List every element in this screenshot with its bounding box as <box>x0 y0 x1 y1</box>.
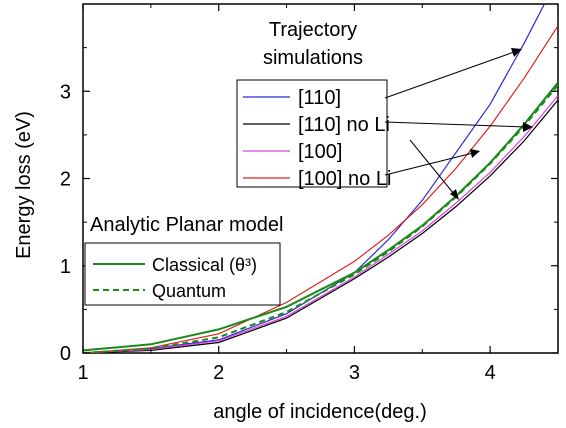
x-axis-label: angle of incidence(deg.) <box>213 401 426 423</box>
legend-entry-label: [100] <box>298 141 342 163</box>
arrow-110-noLi <box>384 121 527 128</box>
legend-trajectory-box <box>236 79 388 188</box>
x-tick-label: 1 <box>77 362 88 384</box>
series-line-1 <box>83 99 558 353</box>
arrow-110-head <box>511 48 522 57</box>
legend-trajectory-title-line1: Trajectory <box>269 19 357 41</box>
series-line-0 <box>83 4 546 353</box>
y-tick-label: 2 <box>60 169 71 191</box>
legend-trajectory-title-line2: simulations <box>263 47 363 69</box>
y-axis-label: Energy loss (eV) <box>13 111 35 259</box>
arrow-110-noLi-head <box>523 122 533 132</box>
legend-entry-label: [110] no Li <box>298 114 390 136</box>
arrow-110 <box>384 51 515 99</box>
x-tick-label: 4 <box>485 362 496 384</box>
x-tick-label: 2 <box>213 362 224 384</box>
legend-trajectory: Trajectory simulations [110] [110] no Li [… <box>236 19 391 190</box>
series-line-2 <box>83 95 558 353</box>
arrow-100-noLi-head <box>470 149 480 158</box>
legend-analytic-label: Classical (θ³) <box>152 255 257 275</box>
legend-analytic-box <box>84 242 281 306</box>
series-layer <box>83 4 558 353</box>
y-tick-label: 0 <box>60 343 71 365</box>
x-tick-label: 3 <box>349 362 360 384</box>
arrow-100-noLi <box>384 152 474 176</box>
legend-analytic-title: Analytic Planar model <box>90 214 283 236</box>
legend-entry-label: [100] no Li <box>298 168 391 190</box>
annotation-arrows <box>384 48 533 200</box>
legend-entry-label: [110] <box>298 87 341 109</box>
legend-analytic-label: Quantum <box>152 281 226 301</box>
arrow-100-head <box>450 189 459 200</box>
y-tick-label: 3 <box>60 81 71 103</box>
arrow-100 <box>409 139 455 195</box>
y-tick-label: 1 <box>60 256 71 278</box>
series-line-3 <box>83 25 558 353</box>
legend-analytic: Analytic Planar model Classical (θ³) Quan… <box>84 214 283 306</box>
series-line-5 <box>83 84 558 353</box>
